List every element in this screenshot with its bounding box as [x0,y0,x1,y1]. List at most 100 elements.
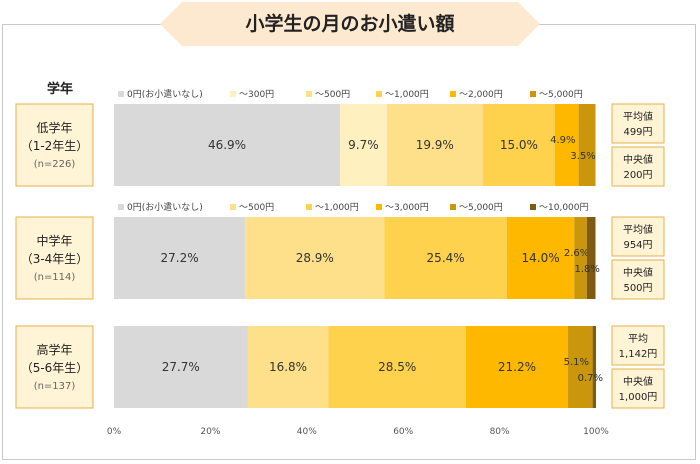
bar-value-label: 3.5% [570,151,595,162]
bar-segment [574,217,587,299]
bar-segment [247,326,329,408]
legend-label: 0円(お小遣いなし) [127,88,203,100]
legend-swatch [450,204,456,210]
stat-label: 中央値 [623,266,653,279]
stat-label: 平均 [628,333,648,345]
title-banner: 小学生の月のお小遣い額 [160,2,540,46]
group-label-line: 中学年 [36,233,72,248]
stat-label: 中央値 [623,375,653,388]
grade-header: 学年 [46,82,73,97]
bar-value-label: 27.2% [160,251,198,265]
stat-box [611,368,665,409]
bar-value-label: 21.2% [498,360,536,374]
stat-box [611,325,665,366]
bar-value-label: 0.7% [578,373,603,384]
bar-value-label: 14.0% [522,251,560,265]
bar-value-label: 28.9% [296,251,334,265]
group-label-line: 高学年 [36,342,72,357]
bar-segment [386,104,483,186]
legend-swatch [450,91,456,97]
stat-box [611,259,665,300]
legend-swatch [306,204,312,210]
chart-title: 小学生の月のお小遣い額 [245,13,455,35]
stat-value: 200円 [623,170,652,181]
legend-swatch [376,91,382,97]
bar-value-label: 4.9% [550,135,575,146]
legend-label: ～1,000円 [315,202,359,213]
stat-label: 平均値 [623,223,653,236]
legend-label: 0円(お小遣いなし) [127,201,203,213]
bar-value-label: 9.7% [348,138,379,152]
bar-value-label: 1.8% [574,264,599,275]
bar-segment [340,104,387,186]
bar-value-label: 16.8% [269,360,307,374]
legend-label: ～3,000円 [385,202,429,213]
group-label-line: （5-6年生） [21,361,89,375]
bar-segment [506,217,575,299]
legend-swatch [376,204,382,210]
legend-swatch [530,204,536,210]
group-label-line: 低学年 [36,120,72,135]
group-sample-size: (n=226) [34,159,76,170]
stat-value: 954円 [623,240,652,251]
legend-label: ～300円 [239,89,274,100]
x-tick-label: 60% [393,427,413,437]
legend-swatch [530,91,536,97]
legend-swatch [118,204,124,210]
bar-segment [245,217,385,299]
group-label-line: （3-4年生） [21,252,89,266]
x-tick-label: 20% [200,427,220,437]
bar-segment [578,104,596,186]
bar-segment [384,217,507,299]
bar-value-label: 28.5% [378,360,416,374]
bar-value-label: 27.7% [162,360,200,374]
legend-label: ～500円 [315,89,350,100]
group-label-box [15,103,94,187]
stat-label: 中央値 [623,153,653,166]
group-sample-size: (n=137) [34,381,76,392]
x-tick-label: 40% [297,427,317,437]
legend-swatch [230,91,236,97]
legend-swatch [118,91,124,97]
stat-value: 500円 [623,283,652,294]
group-label-box [15,325,94,409]
bar-value-label: 25.4% [427,251,465,265]
bar-segment [555,104,579,186]
bar-value-label: 19.9% [416,138,454,152]
legend-label: ～10,000円 [539,202,589,213]
group-label-box [15,216,94,300]
legend-label: ～500円 [239,202,274,213]
legend-label: ～5,000円 [459,202,503,213]
bar-segment [114,104,341,186]
legend-label: ～2,000円 [459,89,503,100]
group-sample-size: (n=114) [34,272,76,283]
bar-value-label: 15.0% [500,138,538,152]
stat-value: 499円 [623,127,652,138]
bar-segment [482,104,556,186]
bar-value-label: 5.1% [564,357,589,368]
legend-swatch [230,204,236,210]
stat-box [611,103,665,144]
stat-value: 1,000円 [619,392,658,403]
bar-value-label: 2.6% [564,248,589,259]
legend-swatch [306,91,312,97]
title-banner-shape [160,2,540,46]
group-label-line: （1-2年生） [21,139,89,153]
bar-segment [328,326,466,408]
x-tick-label: 80% [490,427,510,437]
bar-value-label: 46.9% [208,138,246,152]
stat-value: 1,142円 [619,349,658,360]
stat-box [611,146,665,187]
x-tick-label: 100% [583,427,609,437]
legend-label: ～1,000円 [385,89,429,100]
stat-label: 平均値 [623,110,653,123]
bar-segment [114,326,248,408]
bar-segment [465,326,569,408]
bar-segment [114,217,246,299]
bar-segment [592,326,596,408]
bar-segment [586,217,596,299]
x-tick-label: 0% [107,427,122,437]
legend-label: ～5,000円 [539,89,583,100]
stat-box [611,216,665,257]
